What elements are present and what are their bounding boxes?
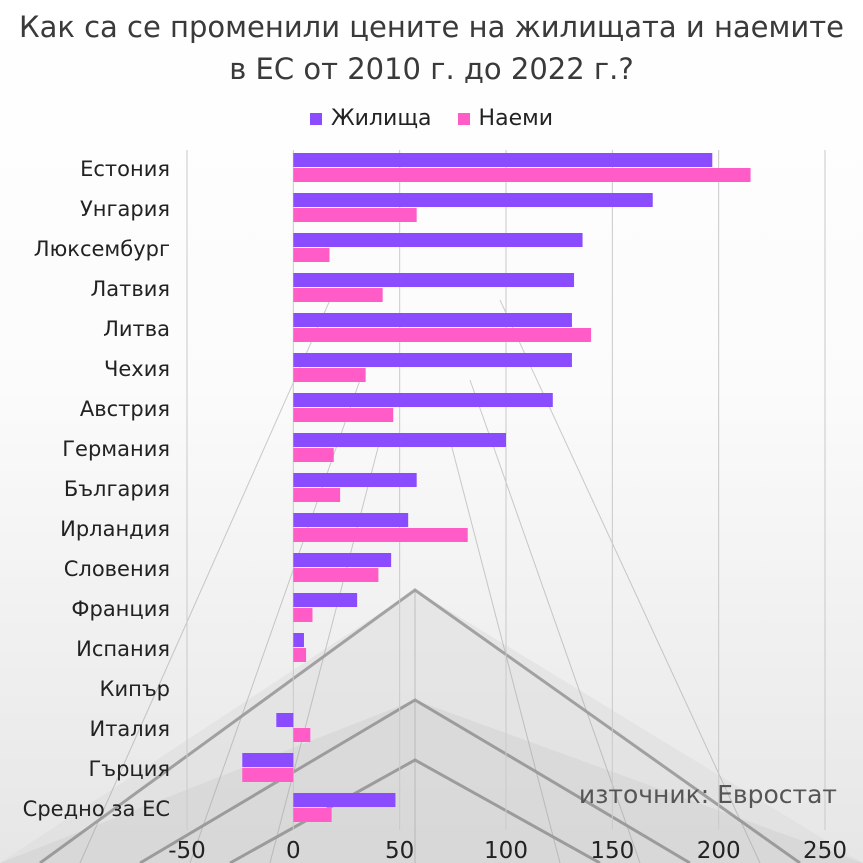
- x-tick-label: 100: [484, 838, 528, 863]
- chart-title: Как са се променили цените на жилищата и…: [0, 6, 863, 90]
- category-label: България: [64, 477, 170, 501]
- legend-swatch-rents: [457, 112, 470, 125]
- category-label: Ирландия: [60, 517, 170, 541]
- bar-rents: [293, 488, 341, 502]
- legend-swatch-housing: [309, 112, 322, 125]
- category-label: Словения: [64, 557, 170, 581]
- bar-rents: [293, 728, 311, 742]
- category-label: Германия: [62, 437, 170, 461]
- bar-rents: [293, 648, 307, 662]
- x-tick-label: 50: [385, 838, 414, 863]
- x-tick-label: 200: [697, 838, 741, 863]
- category-label: Унгария: [80, 197, 170, 221]
- bar-housing: [293, 513, 409, 527]
- bar-rents: [293, 288, 383, 302]
- bar-housing: [293, 233, 583, 247]
- bar-housing: [293, 193, 653, 207]
- source-note: източник: Евростат: [578, 780, 837, 809]
- bar-housing: [293, 633, 304, 647]
- title-line-2: в ЕС от 2010 г. до 2022 г.?: [229, 52, 634, 86]
- bar-housing: [293, 473, 417, 487]
- title-line-1: Как са се променили цените на жилищата и…: [19, 10, 844, 44]
- category-label: Чехия: [104, 357, 170, 381]
- bar-rents: [293, 568, 379, 582]
- bar-rents: [293, 608, 313, 622]
- bar-rents: [293, 248, 330, 262]
- bar-housing: [276, 713, 294, 727]
- legend-label-rents: Наеми: [478, 106, 554, 131]
- category-label: Гърция: [88, 757, 170, 781]
- bar-rents: [293, 368, 366, 382]
- bar-housing: [293, 273, 575, 287]
- category-label: Латвия: [90, 277, 170, 301]
- x-tick-label: 0: [286, 838, 301, 863]
- bar-housing: [293, 793, 396, 807]
- bar-housing: [293, 553, 392, 567]
- legend: Жилища Наеми: [0, 106, 863, 131]
- bar-housing: [293, 393, 553, 407]
- bar-housing: [293, 593, 358, 607]
- bar-housing: [293, 313, 572, 327]
- bar-rents: [293, 328, 592, 342]
- bar-housing: [293, 433, 506, 447]
- category-label: Люксембург: [34, 237, 170, 261]
- bar-housing: [242, 753, 294, 767]
- category-label: Испания: [76, 637, 170, 661]
- x-tick-label: -50: [168, 838, 206, 863]
- bar-rents: [293, 168, 751, 182]
- x-tick-label: 250: [803, 838, 847, 863]
- legend-label-housing: Жилища: [330, 106, 432, 131]
- bar-rents: [293, 448, 334, 462]
- bar-rents: [293, 408, 394, 422]
- bar-rents: [242, 768, 294, 782]
- category-label: Средно за ЕС: [23, 797, 170, 821]
- bar-rents: [293, 808, 332, 822]
- category-label: Литва: [103, 317, 170, 341]
- bar-rents: [293, 208, 417, 222]
- bar-housing: [293, 353, 572, 367]
- category-label: Италия: [89, 717, 170, 741]
- legend-item-housing: Жилища: [309, 106, 432, 131]
- category-label: Франция: [71, 597, 170, 621]
- category-label: Австрия: [80, 397, 170, 421]
- x-tick-label: 150: [590, 838, 634, 863]
- category-label: Кипър: [100, 677, 170, 701]
- bar-rents: [293, 528, 468, 542]
- bar-housing: [293, 153, 713, 167]
- category-label: Естония: [80, 157, 170, 181]
- legend-item-rents: Наеми: [457, 106, 554, 131]
